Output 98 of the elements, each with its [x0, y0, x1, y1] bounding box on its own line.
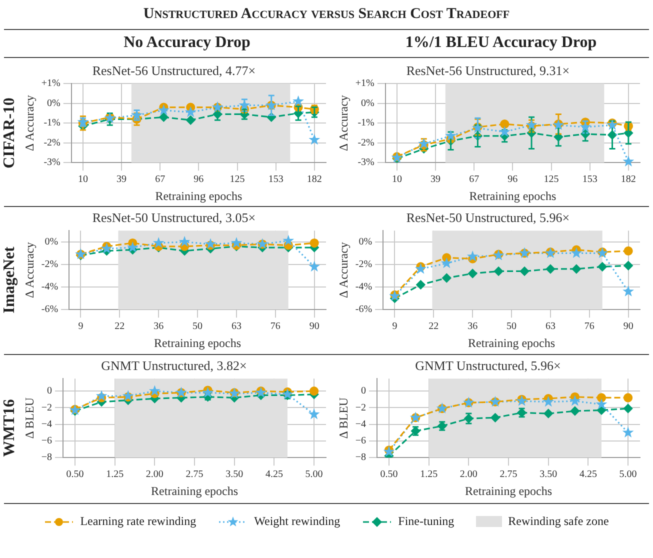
- y-tick-label: -4%: [41, 282, 58, 293]
- y-tick-label: -4%: [355, 282, 372, 293]
- x-tick-label: 67: [155, 174, 166, 186]
- chart-title: ResNet-56 Unstructured, 9.31×: [406, 63, 570, 78]
- y-tick-label: -1%: [358, 118, 374, 129]
- text: CIFAR-10: [1, 96, 19, 170]
- chart-title: ResNet-50 Unstructured, 3.05×: [92, 210, 256, 226]
- x-tick-label: 153: [268, 174, 284, 186]
- text: Unstructured Accuracy versus Search Cost Tradeoff: [142, 6, 511, 23]
- x-tick-label: 1.25: [420, 469, 438, 480]
- y-tick-label: -3%: [44, 157, 60, 168]
- y-tick-label: 0%: [361, 98, 374, 109]
- x-tick-label: 39: [430, 174, 441, 186]
- x-tick-label: 67: [469, 174, 480, 186]
- y-tick-label: −2: [355, 402, 366, 414]
- y-tick-label: -2%: [358, 137, 374, 148]
- x-tick-label: 0.50: [66, 469, 84, 480]
- legend-label: Rewinding safe zone: [508, 514, 609, 529]
- x-tick-label: 50: [192, 321, 203, 332]
- legend-label: Fine-tuning: [398, 514, 454, 529]
- y-axis-title: Δ Accuracy: [22, 95, 36, 152]
- y-tick-label: +1%: [355, 78, 374, 90]
- x-tick-label: 125: [230, 174, 245, 186]
- text: No Accuracy Drop: [122, 34, 252, 52]
- y-tick-label: −8: [355, 452, 366, 464]
- x-tick-label: 10: [78, 174, 88, 186]
- x-axis-title: Retraining epochs: [465, 484, 552, 498]
- x-tick-label: 1.25: [106, 469, 124, 480]
- x-tick-label: 9: [392, 321, 398, 332]
- x-tick-label: 90: [309, 321, 320, 332]
- y-tick-label: -6%: [355, 304, 372, 316]
- x-tick-label: 5.00: [619, 469, 637, 480]
- x-tick-label: 182: [306, 174, 322, 186]
- x-tick-label: 76: [584, 321, 594, 332]
- x-tick-label: 4.25: [265, 469, 283, 480]
- y-axis-title: Δ Accuracy: [336, 242, 350, 298]
- y-axis-title: Δ BLEU: [336, 397, 350, 439]
- x-axis-title: Retraining epochs: [151, 484, 238, 498]
- chart-title: GNMT Unstructured, 3.82×: [101, 358, 247, 374]
- y-tick-label: 0: [361, 386, 366, 397]
- x-tick-label: 4.25: [579, 469, 597, 480]
- x-tick-label: 36: [154, 321, 164, 332]
- y-tick-label: -1%: [44, 118, 60, 129]
- chart-title: ResNet-56 Unstructured, 4.77×: [92, 63, 256, 78]
- x-tick-label: 10: [392, 174, 402, 186]
- y-tick-label: -6%: [41, 304, 58, 316]
- x-tick-label: 182: [620, 174, 636, 186]
- x-tick-label: 5.00: [305, 469, 323, 480]
- text: WMT16: [1, 398, 19, 459]
- x-tick-label: 2.00: [146, 469, 164, 480]
- x-tick-label: 96: [194, 174, 204, 186]
- y-tick-label: 0: [47, 386, 52, 397]
- x-tick-label: 9: [78, 321, 84, 332]
- x-tick-label: 22: [114, 321, 125, 332]
- x-tick-label: 63: [231, 321, 242, 332]
- x-tick-label: 90: [623, 321, 634, 332]
- x-tick-label: 96: [508, 174, 518, 186]
- y-tick-label: −6: [41, 436, 52, 447]
- y-tick-label: -2%: [44, 137, 60, 148]
- y-axis-title: Δ BLEU: [22, 397, 36, 439]
- y-tick-label: −2: [41, 402, 52, 414]
- x-tick-label: 22: [428, 321, 439, 332]
- chart-title: GNMT Unstructured, 5.96×: [415, 358, 561, 374]
- y-tick-label: −4: [41, 418, 52, 430]
- x-tick-label: 3.50: [540, 469, 558, 480]
- x-tick-label: 153: [582, 174, 598, 186]
- x-tick-label: 2.75: [500, 469, 518, 480]
- chart-title: ResNet-50 Unstructured, 5.96×: [406, 210, 570, 226]
- y-tick-label: −6: [355, 436, 366, 447]
- y-tick-label: +1%: [41, 78, 60, 90]
- y-tick-label: -3%: [358, 157, 374, 168]
- y-tick-label: 0%: [44, 236, 58, 248]
- x-tick-label: 63: [545, 321, 556, 332]
- x-tick-label: 125: [544, 174, 559, 186]
- x-axis-title: Retraining epochs: [154, 336, 242, 350]
- y-tick-label: −8: [41, 452, 52, 464]
- legend-label: Learning rate rewinding: [80, 514, 196, 529]
- x-axis-title: Retraining epochs: [468, 336, 556, 350]
- x-tick-label: 36: [468, 321, 478, 332]
- y-tick-label: -2%: [355, 259, 372, 270]
- legend-label: Weight rewinding: [254, 514, 340, 529]
- y-tick-label: -2%: [41, 259, 58, 270]
- y-axis-title: Δ Accuracy: [22, 242, 36, 298]
- y-tick-label: 0%: [358, 236, 372, 248]
- x-tick-label: 3.50: [226, 469, 244, 480]
- x-axis-title: Retraining epochs: [155, 188, 242, 203]
- x-tick-label: 76: [270, 321, 280, 332]
- y-tick-label: 0%: [47, 98, 60, 109]
- x-tick-label: 39: [116, 174, 127, 186]
- x-tick-label: 2.00: [460, 469, 478, 480]
- x-axis-title: Retraining epochs: [469, 188, 556, 203]
- y-axis-title: Δ Accuracy: [336, 95, 350, 152]
- x-tick-label: 2.75: [186, 469, 204, 480]
- text: ImageNet: [1, 246, 19, 316]
- y-tick-label: −4: [355, 418, 366, 430]
- x-tick-label: 0.50: [380, 469, 398, 480]
- text: 1%/1 BLEU Accuracy Drop: [404, 34, 598, 52]
- x-tick-label: 50: [506, 321, 517, 332]
